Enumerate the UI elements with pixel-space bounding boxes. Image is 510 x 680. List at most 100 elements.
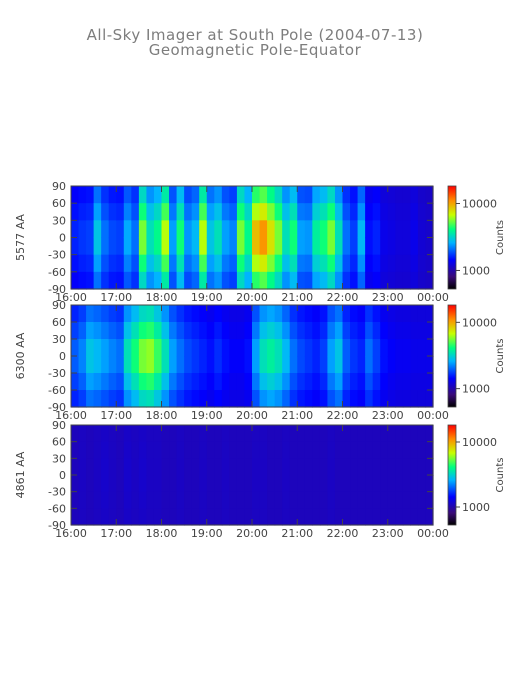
heatmap-cell <box>131 339 140 357</box>
heatmap-cell <box>372 491 381 509</box>
heatmap-cell <box>229 425 238 443</box>
heatmap-cell <box>267 390 276 408</box>
heatmap-cell <box>229 305 238 323</box>
heatmap-cell <box>199 356 208 374</box>
heatmap-cell <box>123 491 132 509</box>
heatmap-cell <box>334 475 344 493</box>
heatmap-cell <box>71 441 80 459</box>
heatmap-cell <box>184 373 193 391</box>
heatmap-cell <box>372 305 381 323</box>
y-tick-label: 0 <box>59 350 66 363</box>
heatmap-cell <box>267 458 276 476</box>
heatmap-cell <box>108 220 117 239</box>
heatmap-cell <box>297 237 306 256</box>
heatmap-cell <box>214 237 223 256</box>
heatmap-cell <box>274 339 283 357</box>
heatmap-cell <box>312 491 321 509</box>
heatmap-cell <box>146 339 155 357</box>
heatmap-cell <box>86 441 95 459</box>
heatmap-cell <box>387 508 396 526</box>
heatmap-cell <box>312 322 321 340</box>
heatmap-cell <box>101 356 110 374</box>
heatmap-cell <box>357 458 366 476</box>
heatmap-cell <box>342 390 351 408</box>
heatmap-cell <box>312 475 321 493</box>
heatmap-cell <box>131 220 140 239</box>
heatmap-cell <box>86 305 95 323</box>
heatmap-cell <box>86 339 95 357</box>
heatmap-cell <box>350 339 359 357</box>
heatmap-cell <box>387 339 396 357</box>
x-tick-label: 17:00 <box>100 291 132 304</box>
heatmap-cell <box>297 425 306 443</box>
heatmap-cell <box>229 254 238 273</box>
heatmap-cell <box>417 441 427 459</box>
heatmap-cell <box>327 356 336 374</box>
heatmap-cell <box>417 237 427 256</box>
y-tick-label: -90 <box>48 283 66 296</box>
heatmap-cell <box>169 441 178 459</box>
heatmap-cell <box>259 186 268 204</box>
heatmap-cell <box>101 458 110 476</box>
heatmap-cell <box>244 491 253 509</box>
heatmap-cell <box>138 322 148 340</box>
heatmap-cell <box>206 186 215 204</box>
heatmap-cell <box>199 186 208 204</box>
heatmap-cell <box>425 203 434 221</box>
heatmap-cell <box>402 441 411 459</box>
heatmap-cell <box>116 254 125 273</box>
heatmap-cell <box>297 356 306 374</box>
heatmap-cell <box>206 254 215 273</box>
x-tick-label: 21:00 <box>281 291 313 304</box>
heatmap-cell <box>191 237 200 256</box>
heatmap-cell <box>304 271 313 290</box>
heatmap-cell <box>319 305 329 323</box>
heatmap-cell <box>417 186 427 204</box>
heatmap-cell <box>372 425 381 443</box>
heatmap-cell <box>297 390 306 408</box>
heatmap-cell <box>297 475 306 493</box>
heatmap-cell <box>123 508 132 526</box>
heatmap-cell <box>252 441 261 459</box>
heatmap-cell <box>350 441 359 459</box>
heatmap-cell <box>387 373 396 391</box>
heatmap-cell <box>214 425 223 443</box>
heatmap-cell <box>116 339 125 357</box>
heatmap-cell <box>297 458 306 476</box>
heatmap-cell <box>402 237 411 256</box>
heatmap-cell <box>169 390 178 408</box>
heatmap-cell <box>153 390 163 408</box>
heatmap-cell <box>259 373 268 391</box>
heatmap-cell <box>252 254 261 273</box>
heatmap-cell <box>108 491 117 509</box>
heatmap-cell <box>138 186 148 204</box>
heatmap-cell <box>282 491 291 509</box>
x-tick-label: 17:00 <box>100 409 132 422</box>
heatmap-cell <box>244 390 253 408</box>
heatmap-cell <box>146 508 155 526</box>
heatmap-cell <box>153 458 163 476</box>
heatmap-cell <box>229 237 238 256</box>
heatmap-cell <box>199 322 208 340</box>
heatmap-cell <box>153 322 163 340</box>
x-tick-label: 16:00 <box>55 527 87 540</box>
heatmap-cell <box>417 254 427 273</box>
heatmap-cell <box>229 339 238 357</box>
heatmap-cell <box>387 441 396 459</box>
heatmap-cell <box>327 425 336 443</box>
heatmap-cell <box>146 475 155 493</box>
heatmap-cell <box>425 425 434 443</box>
heatmap-cell <box>199 237 208 256</box>
heatmap-cell <box>214 356 223 374</box>
heatmap-cell <box>395 441 404 459</box>
heatmap-cell <box>214 441 223 459</box>
heatmap-cell <box>342 441 351 459</box>
heatmap-cell <box>342 237 351 256</box>
heatmap-cell <box>395 356 404 374</box>
heatmap-cell <box>342 373 351 391</box>
heatmap-cell <box>184 271 193 290</box>
heatmap-cell <box>101 203 110 221</box>
heatmap-cell <box>357 441 366 459</box>
heatmap-cell <box>410 441 419 459</box>
heatmap-cell <box>395 237 404 256</box>
